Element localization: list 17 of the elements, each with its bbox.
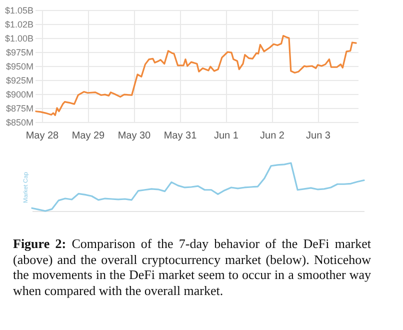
y-tick-label: $1.05B bbox=[4, 6, 34, 16]
x-tick-label: Jun 3 bbox=[306, 130, 331, 142]
y-tick-label: $875M bbox=[6, 104, 34, 114]
x-tick-label: May 31 bbox=[164, 130, 198, 142]
y-tick-label: $1.00B bbox=[4, 34, 34, 44]
x-tick-label: May 29 bbox=[72, 130, 106, 142]
x-tick-label: May 28 bbox=[26, 130, 60, 142]
y-tick-label: $950M bbox=[6, 62, 34, 72]
caption: Figure 2: Comparison of the 7-day behavior of the DeFi market (above) and the overall cryptocurrency market (below). Noticehow the movements in the DeFi market seem to occur in a smoother way when compared with the overall market. bbox=[13, 236, 371, 298]
y-tick-label: $925M bbox=[6, 76, 34, 86]
y-tick-label: $900M bbox=[6, 90, 34, 100]
x-tick-label: Jun 1 bbox=[214, 130, 239, 142]
y-tick-label: $850M bbox=[6, 118, 34, 128]
x-tick-label: Jun 2 bbox=[260, 130, 285, 142]
y-tick-label: $1.02B bbox=[4, 20, 34, 30]
y-tick-label: $975M bbox=[6, 48, 34, 58]
x-tick-label: May 30 bbox=[118, 130, 152, 142]
